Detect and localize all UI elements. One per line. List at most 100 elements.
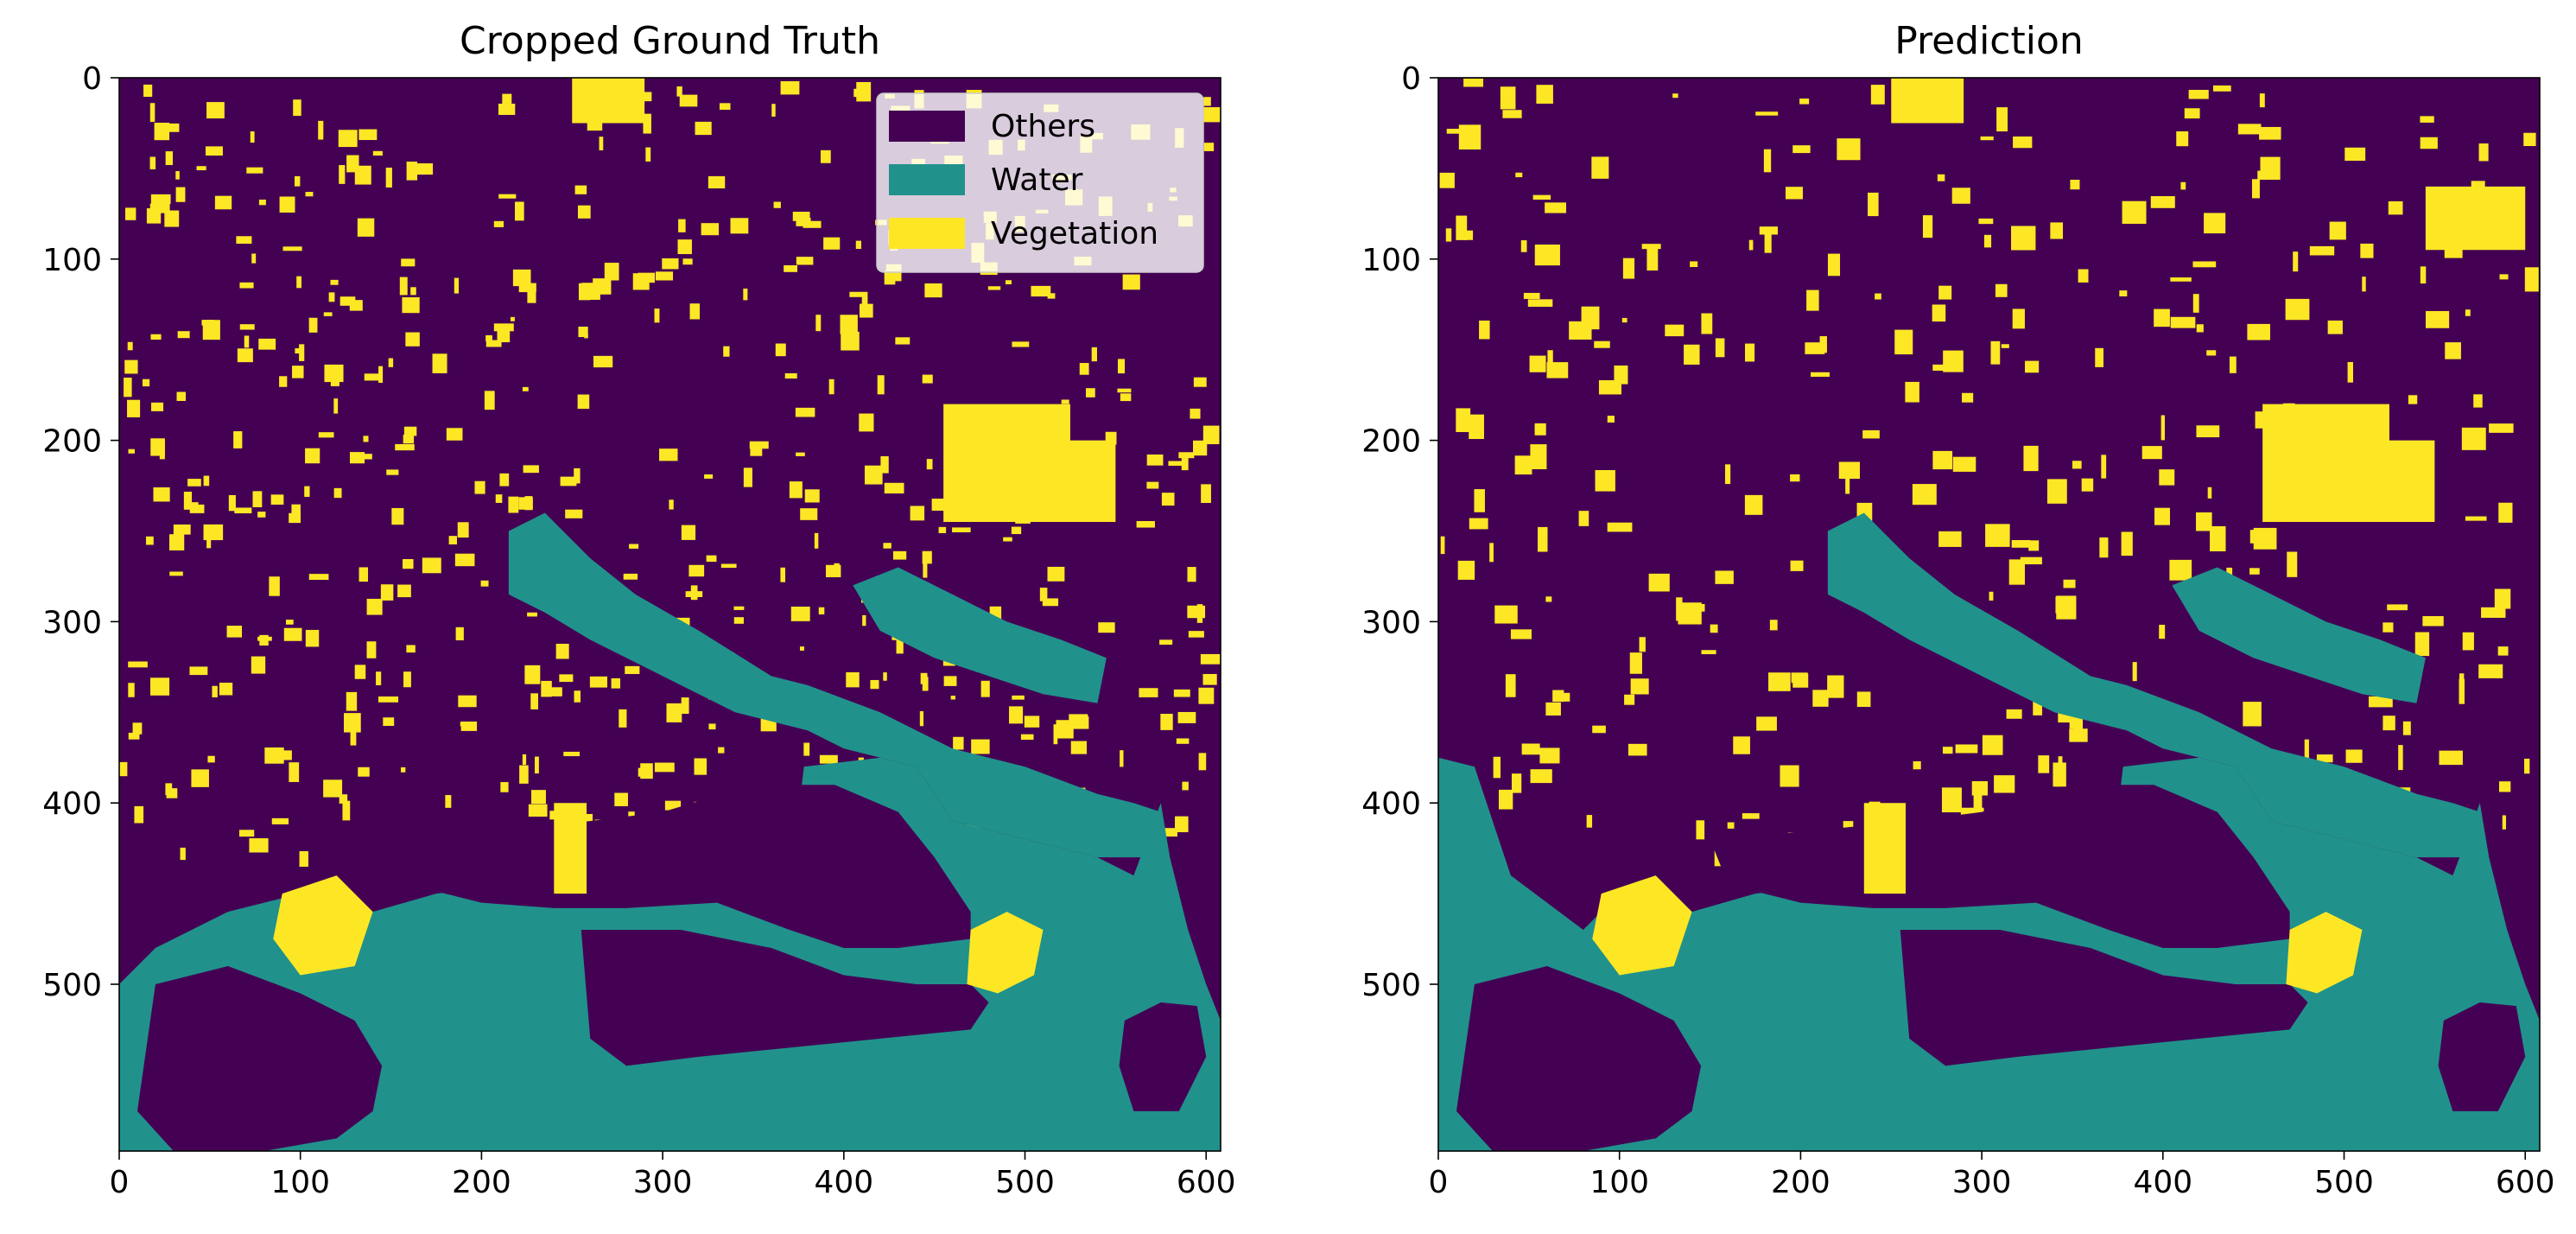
vegetation-speckle [527,283,536,303]
vegetation-speckle [819,754,838,764]
vegetation-speckle [2420,116,2434,123]
vegetation-speckle [1952,456,1976,472]
vegetation-speckle [226,626,243,638]
vegetation-speckle [1696,820,1705,840]
x-tick-label: 0 [110,1165,130,1200]
vegetation-speckle [1176,738,1190,744]
vegetation-speckle [1012,341,1030,347]
panel-prediction: Prediction 0 100 200 300 400 500 600 0 100 200 300 4… [1361,19,2554,1200]
vegetation-speckle [685,591,703,597]
vegetation-speckle [1479,320,1490,340]
vegetation-speckle [285,620,294,625]
vegetation-speckle [2382,716,2395,731]
vegetation-speckle [150,438,165,456]
vegetation-speckle [1727,822,1735,829]
class-region-water [1827,512,2480,858]
vegetation-speckle [795,407,815,417]
vegetation-speckle [578,283,591,301]
vegetation-speckle [2388,200,2403,215]
vegetation-speckle [1827,253,1841,277]
vegetation-speckle [701,223,720,236]
vegetation-speckle [708,723,716,730]
vegetation-speckle [853,88,865,98]
vegetation-speckle [474,480,485,494]
class-region-vegetation [554,803,587,894]
vegetation-speckle [2420,266,2427,284]
vegetation-speckle [771,104,776,117]
vegetation-speckle [270,494,284,505]
vegetation-speckle [2008,559,2026,585]
vegetation-speckle [154,123,170,141]
vegetation-speckle [706,555,717,563]
vegetation-speckle [323,779,343,798]
vegetation-speckle [125,207,136,220]
vegetation-speckle [707,175,726,188]
vegetation-speckle [2461,427,2486,450]
vegetation-speckle [203,475,210,487]
x-tick-label: 600 [1177,1165,1236,1200]
vegetation-speckle [1069,714,1088,725]
vegetation-speckle [378,366,384,383]
vegetation-speckle [1005,280,1012,285]
segmentation-map [1438,78,2540,1151]
vegetation-speckle [2499,781,2511,792]
vegetation-speckle [688,564,705,577]
vegetation-speckle [364,373,380,381]
vegetation-speckle [2192,261,2217,268]
vegetation-speckle [2237,124,2262,135]
vegetation-speckle [1569,321,1592,340]
vegetation-speckle [723,346,730,357]
vegetation-speckle [950,696,955,700]
vegetation-speckle [1188,631,1204,638]
vegetation-speckle [128,448,135,454]
vegetation-speckle [151,402,164,411]
vegetation-speckle [1938,285,1952,300]
vegetation-speckle [541,680,552,697]
vegetation-speckle [1990,340,2001,365]
vegetation-speckle [2247,323,2270,340]
vegetation-speckle [330,378,339,386]
legend-swatch-vegetation [889,218,965,249]
vegetation-speckle [1536,85,1553,104]
class-region-water [2172,567,2426,703]
vegetation-speckle [358,129,378,141]
vegetation-speckle [1962,392,1974,403]
vegetation-speckle [524,665,541,684]
vegetation-speckle [212,685,218,697]
vegetation-speckle [257,512,266,518]
vegetation-speckle [1159,639,1173,646]
class-region-vegetation [967,912,1044,994]
vegetation-speckle [2196,425,2220,438]
vegetation-speckle [2046,479,2067,504]
vegetation-speckle [1545,702,1561,716]
vegetation-speckle [1837,138,1861,161]
vegetation-speckle [1456,408,1471,432]
vegetation-speckle [1922,215,1933,239]
vegetation-speckle [1539,747,1560,764]
vegetation-speckle [1755,111,1779,116]
vegetation-speckle [146,536,154,545]
vegetation-speckle [1780,765,1799,787]
vegetation-speckle [1193,440,1208,456]
vegetation-speckle [718,747,725,754]
vegetation-speckle [403,558,414,569]
vegetation-speckle [682,258,693,265]
vegetation-speckle [495,494,503,503]
vegetation-speckle [922,550,932,564]
vegetation-speckle [719,103,731,111]
x-tick-label: 100 [270,1165,330,1200]
vegetation-speckle [662,258,679,270]
vegetation-speckle [1020,734,1034,741]
vegetation-speckle [2316,754,2333,763]
vegetation-speckle [383,717,395,727]
vegetation-speckle [2369,696,2393,708]
vegetation-speckle [2229,356,2237,373]
vegetation-speckle [499,473,510,487]
vegetation-speckle [432,353,447,373]
vegetation-speckle [308,317,318,333]
vegetation-speckle [2196,324,2204,333]
vegetation-speckle [1053,724,1058,745]
vegetation-speckle [406,645,416,653]
vegetation-speckle [1098,622,1115,633]
vegetation-speckle [2078,269,2089,283]
